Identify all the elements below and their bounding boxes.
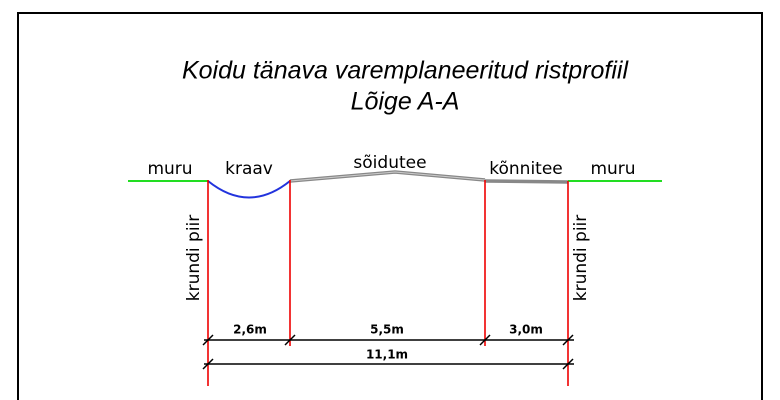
- title-line: Koidu tänava varemplaneeritud ristprofii…: [182, 57, 630, 85]
- dimension-tick: [562, 358, 574, 370]
- label-left-ground: muru: [147, 159, 192, 179]
- dimension-tick: [284, 334, 296, 346]
- label-sidewalk: kõnnitee: [489, 159, 563, 179]
- boundary-label: krundi piir: [571, 215, 591, 302]
- ditch: [207, 180, 291, 199]
- road-surface-edge: [289, 171, 486, 182]
- sidewalk-surface: [484, 179, 569, 184]
- dimension-tick: [479, 334, 491, 346]
- title-line: Lõige A-A: [351, 88, 460, 116]
- dimension-tick: [202, 358, 214, 370]
- dimension-label: 3,0m: [509, 323, 543, 337]
- dimension-label: 5,5m: [370, 323, 404, 337]
- dimension-label: 11,1m: [366, 348, 408, 362]
- frame: [17, 12, 763, 400]
- dimension-tick: [202, 334, 214, 346]
- boundary-label: krundi piir: [184, 215, 204, 302]
- boundary-lines: [207, 180, 569, 386]
- dimension-tick: [562, 334, 574, 346]
- label-right-ground: muru: [590, 159, 635, 179]
- dimension-lines: [202, 334, 574, 370]
- label-road: sõidutee: [353, 153, 426, 173]
- label-ditch: kraav: [225, 159, 273, 179]
- dimension-label: 2,6m: [233, 323, 267, 337]
